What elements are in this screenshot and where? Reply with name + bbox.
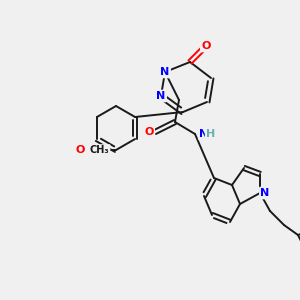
Text: H: H (206, 129, 215, 139)
Text: O: O (144, 127, 154, 137)
Text: O: O (201, 41, 211, 51)
Text: O: O (75, 145, 85, 155)
Text: N: N (156, 91, 166, 101)
Text: N: N (160, 67, 169, 77)
Text: CH₃: CH₃ (90, 145, 110, 155)
Text: N: N (260, 188, 270, 198)
Text: N: N (199, 129, 208, 139)
